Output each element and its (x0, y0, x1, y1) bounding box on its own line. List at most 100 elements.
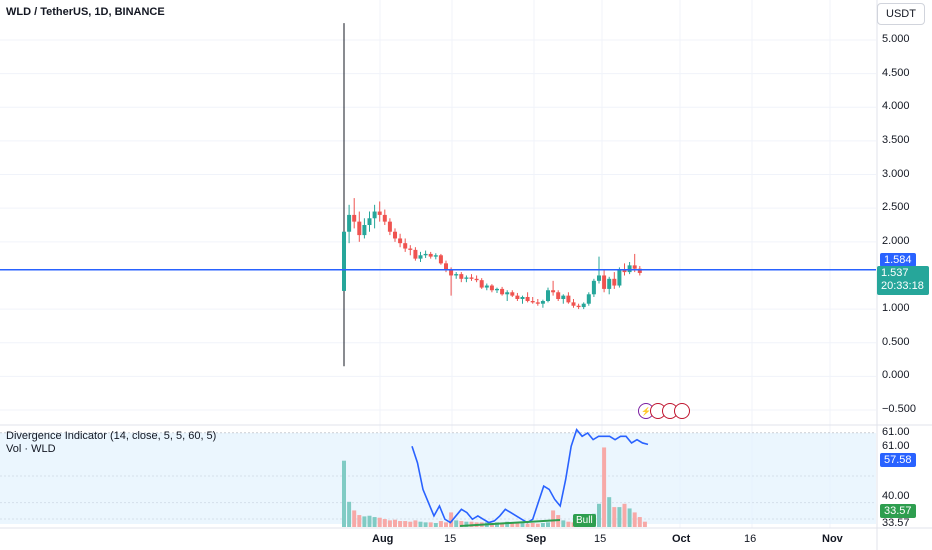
candle (510, 290, 515, 297)
volume-bar (444, 522, 448, 527)
candle (556, 290, 561, 302)
candle-body (352, 214, 357, 222)
volume-bar (372, 517, 377, 527)
candle-body (566, 295, 571, 303)
volume-title[interactable]: Vol · WLD (6, 443, 56, 455)
candle (535, 299, 540, 306)
volume-bar (342, 460, 346, 527)
volume-bar (500, 523, 505, 527)
candle-body (428, 253, 433, 257)
candle-body (540, 301, 545, 304)
volume-bar (637, 517, 642, 527)
volume-bar (551, 510, 556, 527)
candle-body (347, 214, 352, 232)
candle (602, 270, 607, 293)
volume-bar (520, 523, 525, 527)
volume-bar (515, 522, 520, 527)
price-tick: 4.500 (882, 66, 910, 79)
symbol-title[interactable]: WLD / TetherUS, 1D, BINANCE (6, 6, 165, 18)
volume-bar (398, 521, 403, 527)
volume-bars (342, 447, 647, 527)
volume-bar (525, 523, 530, 527)
candle (377, 201, 382, 222)
candle-body (530, 301, 535, 303)
candle (449, 267, 454, 296)
volume-bar (617, 507, 622, 527)
candle (591, 278, 596, 297)
candle-body (535, 302, 540, 304)
volume-bar (367, 515, 372, 527)
volume-bar (418, 521, 423, 527)
candle (474, 275, 479, 283)
candle-body (413, 249, 418, 259)
price-tick: 3.500 (882, 133, 910, 146)
candle (479, 278, 484, 289)
bull-divergence-line (459, 519, 561, 527)
time-tick: 15 (594, 533, 607, 545)
indicator-tick: 61.00 (882, 440, 910, 452)
candle (357, 211, 362, 242)
volume-bar (393, 519, 397, 527)
volume-bar (566, 521, 571, 527)
candle-body (474, 278, 479, 281)
candle-body (362, 225, 367, 236)
candle (454, 272, 459, 279)
candle-body (586, 294, 591, 304)
volume-bar (607, 497, 612, 527)
candle (408, 245, 413, 256)
flag-icon[interactable] (674, 403, 690, 419)
candle (367, 211, 372, 232)
event-icons[interactable]: ⚡ (638, 403, 690, 419)
volume-bar (454, 520, 459, 527)
candle (418, 251, 423, 262)
candle-body (342, 231, 346, 291)
volume-bar (530, 523, 535, 527)
candle (347, 204, 352, 244)
indicator-title[interactable]: Divergence Indicator (14, close, 5, 5, 6… (6, 430, 217, 442)
candle (362, 218, 367, 239)
candle-body (357, 221, 362, 236)
volume-bar (505, 521, 510, 527)
candle (398, 233, 403, 248)
candle-body (438, 255, 443, 264)
volume-bar (632, 512, 637, 527)
candle (393, 228, 397, 242)
candle (586, 292, 591, 306)
candle (505, 290, 510, 302)
candle-body (520, 296, 525, 299)
candle-body (408, 248, 413, 250)
candle (566, 292, 571, 304)
price-tick: 2.500 (882, 201, 910, 214)
volume-bar (347, 501, 352, 527)
currency-button[interactable]: USDT (877, 3, 925, 25)
candle (607, 276, 612, 295)
time-tick: Sep (526, 533, 547, 545)
indicator-tick: 61.00 (882, 426, 910, 438)
volume-bar (357, 515, 362, 527)
volume-bar (459, 521, 464, 527)
indicator-band (0, 433, 876, 524)
candle (413, 247, 418, 261)
volume-bar (433, 523, 438, 527)
candle (540, 299, 545, 308)
candlesticks[interactable] (342, 23, 642, 367)
candle-body (617, 270, 622, 286)
time-tick: Aug (372, 533, 394, 545)
candle (617, 267, 622, 288)
candle (551, 280, 556, 296)
price-tag-last: 1.537 20:33:18 (877, 266, 929, 295)
price-tick: 2.000 (882, 234, 910, 247)
candle-body (387, 221, 392, 232)
candle-body (423, 253, 428, 256)
price-tick: 4.000 (882, 100, 910, 113)
volume-bar (449, 512, 454, 527)
candle (352, 198, 357, 229)
indicator-tick: 33.57 (882, 517, 910, 529)
candle-body (546, 290, 550, 302)
indicator-tick: 40.00 (882, 490, 910, 502)
band-fill (0, 433, 876, 524)
price-tag-top: 1.584 (880, 253, 916, 267)
candle-body (393, 231, 397, 239)
candle (627, 262, 632, 275)
